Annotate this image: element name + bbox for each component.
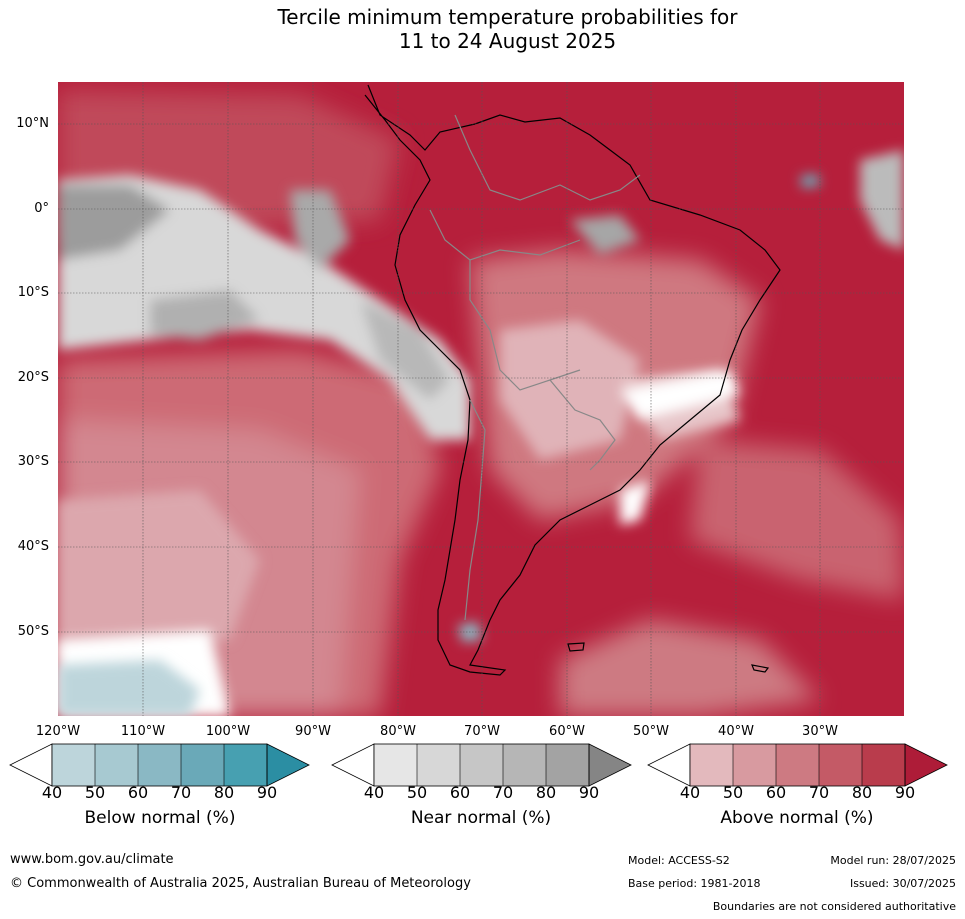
issued-label: Issued: 30/07/2025	[849, 877, 956, 890]
chart-title: Tercile minimum temperature probabilitie…	[0, 5, 965, 53]
near-tick-70: 70	[492, 783, 514, 802]
below-tick-80: 80	[213, 783, 235, 802]
below-tick-50: 50	[84, 783, 106, 802]
title-line-2: 11 to 24 August 2025	[398, 29, 617, 53]
website-link[interactable]: www.bom.gov.au/climate	[10, 852, 174, 867]
colorbar-below-bin-2	[95, 744, 138, 786]
lon-label-80w: 80°W	[380, 724, 416, 739]
lon-label-100w: 100°W	[205, 724, 251, 739]
above-tick-50: 50	[722, 783, 744, 802]
colorbar-above-low-triangle	[647, 743, 691, 787]
above-tick-60: 60	[765, 783, 787, 802]
below-normal-title: Below normal (%)	[84, 808, 236, 828]
below-tick-90: 90	[256, 783, 278, 802]
title-line-1: Tercile minimum temperature probabilitie…	[277, 5, 738, 29]
lat-label-50s: 50°S	[17, 624, 49, 639]
colorbar-above-bin-1	[690, 744, 733, 786]
near-normal-areas	[58, 150, 904, 440]
lat-label-40s: 40°S	[17, 539, 49, 554]
colorbar-near	[331, 743, 632, 787]
lon-label-70w: 70°W	[464, 724, 500, 739]
lon-label-90w: 90°W	[295, 724, 331, 739]
near-tick-90: 90	[578, 783, 600, 802]
below-tick-60: 60	[127, 783, 149, 802]
colorbar-near-bin-4	[503, 744, 546, 786]
colorbar-near-bin-1	[374, 744, 417, 786]
colorbar-below-bin-1	[52, 744, 95, 786]
above-tick-40: 40	[679, 783, 701, 802]
model-label: Model: ACCESS-S2	[628, 854, 730, 867]
colorbar-below	[9, 743, 310, 787]
colorbar-above-bin-5	[862, 744, 905, 786]
colorbar-near-bin-2	[417, 744, 460, 786]
map-field	[58, 82, 904, 716]
near-normal-title: Near normal (%)	[410, 808, 552, 828]
country-borders	[429, 114, 641, 621]
above-normal-title: Above normal (%)	[720, 808, 874, 828]
above-tick-90: 90	[894, 783, 916, 802]
base-period-label: Base period: 1981-2018	[628, 877, 761, 890]
lat-label-10n: 10°N	[16, 116, 49, 131]
lon-label-50w: 50°W	[633, 724, 669, 739]
near-tick-60: 60	[449, 783, 471, 802]
graticule	[58, 82, 904, 716]
colorbar-near-bin-3	[460, 744, 503, 786]
lon-label-40w: 40°W	[718, 724, 754, 739]
colorbar-near-high-triangle	[588, 743, 632, 787]
lat-label-30s: 30°S	[17, 454, 49, 469]
lon-label-120w: 120°W	[35, 724, 81, 739]
below-tick-40: 40	[41, 783, 63, 802]
colorbar-near-low-triangle	[331, 743, 375, 787]
near-tick-80: 80	[535, 783, 557, 802]
near-tick-50: 50	[406, 783, 428, 802]
lat-label-0: 0°	[34, 201, 49, 216]
colorbar-above-bin-3	[776, 744, 819, 786]
lon-label-110w: 110°W	[120, 724, 166, 739]
model-run-label: Model run: 28/07/2025	[830, 854, 956, 867]
colorbar-below-bin-3	[138, 744, 181, 786]
lat-label-10s: 10°S	[17, 285, 49, 300]
colorbar-below-bin-5	[224, 744, 267, 786]
colorbar-above-high-triangle	[904, 743, 948, 787]
lon-label-60w: 60°W	[549, 724, 585, 739]
above-tick-70: 70	[808, 783, 830, 802]
near-tick-40: 40	[363, 783, 385, 802]
colorbar-below-bin-4	[181, 744, 224, 786]
colorbar-above-bin-2	[733, 744, 776, 786]
colorbar-above-bin-4	[819, 744, 862, 786]
below-tick-70: 70	[170, 783, 192, 802]
colorbar-below-low-triangle	[9, 743, 53, 787]
coastlines	[364, 84, 781, 676]
lat-label-20s: 20°S	[17, 370, 49, 385]
disclaimer-text: Boundaries are not considered authoritat…	[712, 900, 956, 913]
colorbar-below-high-triangle	[266, 743, 310, 787]
copyright-text: © Commonwealth of Australia 2025, Austra…	[10, 876, 471, 891]
above-tick-80: 80	[851, 783, 873, 802]
below-normal-areas	[58, 174, 820, 716]
lon-label-30w: 30°W	[802, 724, 838, 739]
colorbar-near-bin-5	[546, 744, 589, 786]
colorbar-above	[647, 743, 948, 787]
